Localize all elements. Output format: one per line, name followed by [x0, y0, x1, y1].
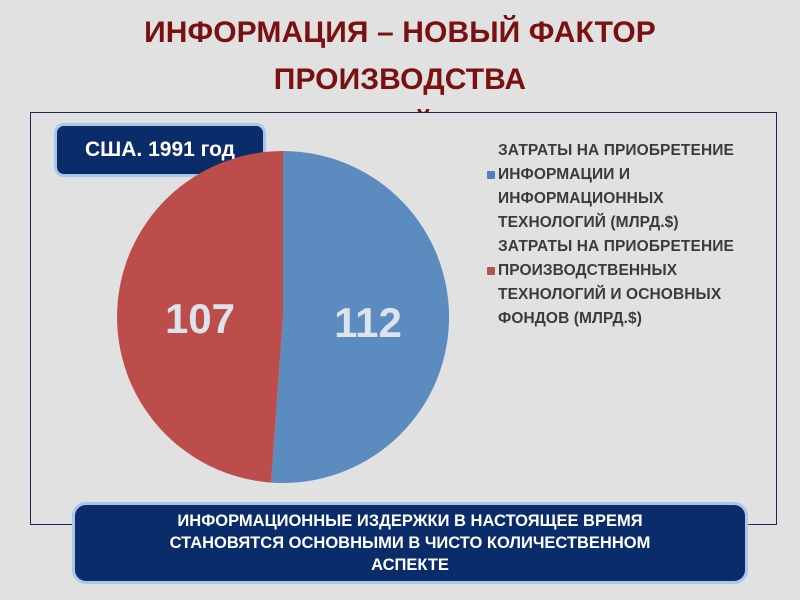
svg-text:107: 107: [165, 295, 235, 342]
svg-text:112: 112: [334, 299, 402, 346]
